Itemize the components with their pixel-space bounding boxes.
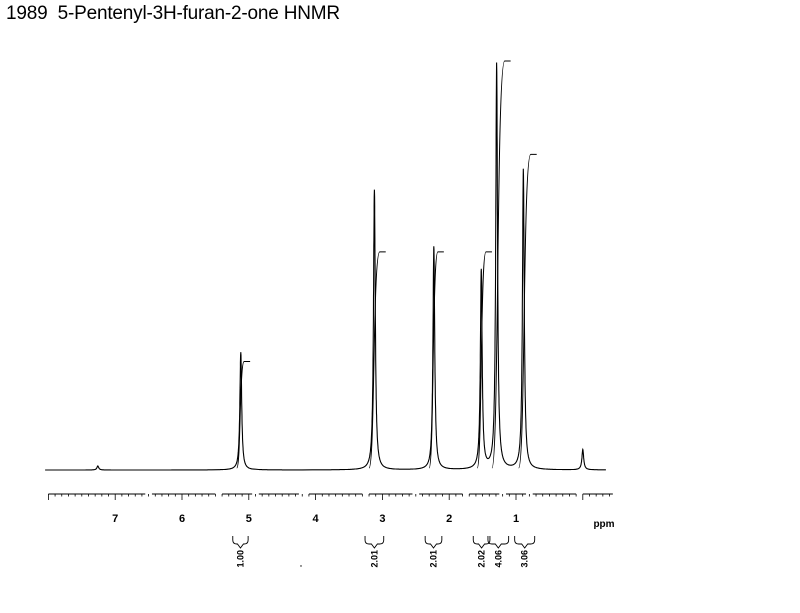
tick-label-2: 2 [446, 513, 452, 525]
integral-value-5: 3.06 [520, 550, 530, 568]
tick-label-4: 4 [313, 513, 320, 525]
unit-label: ppm [593, 519, 614, 530]
integral-brackets: 1.00 2.01 2.01 2.02 4.06 3.06 [232, 536, 536, 568]
tick-label-3: 3 [379, 513, 385, 525]
ppm-axis [48, 493, 613, 500]
integral-value-1: 2.01 [369, 550, 379, 568]
tick-label-6: 6 [179, 513, 185, 525]
chart-title: 1989 5-Pentenyl-3H-furan-2-one HNMR [6, 3, 340, 24]
tick-label-1: 1 [513, 513, 519, 525]
integral-bracket-0 [232, 536, 249, 549]
integral-bracket-1 [364, 536, 385, 549]
tick-label-7: 7 [112, 513, 118, 525]
integral-curves [236, 60, 537, 469]
integral-curve-4 [491, 60, 511, 469]
integral-value-4: 4.06 [493, 550, 503, 568]
integral-bracket-3 [472, 536, 491, 549]
integral-curve-0 [236, 360, 251, 469]
tick-labels: 7 6 5 4 3 2 1 ppm [112, 513, 615, 530]
integral-bracket-2 [424, 536, 443, 549]
integral-bracket-4 [487, 536, 510, 549]
tick-label-5: 5 [246, 513, 252, 525]
integral-value-0: 1.00 [235, 550, 245, 568]
integral-value-2: 2.01 [429, 550, 439, 568]
integral-value-3: 2.02 [477, 550, 487, 568]
spectrum-trace [45, 62, 606, 471]
integral-curve-1 [368, 251, 386, 469]
stray-dot [300, 565, 302, 567]
spectrum-line [45, 62, 606, 471]
integral-curve-3 [476, 251, 492, 469]
integral-bracket-5 [514, 536, 536, 549]
